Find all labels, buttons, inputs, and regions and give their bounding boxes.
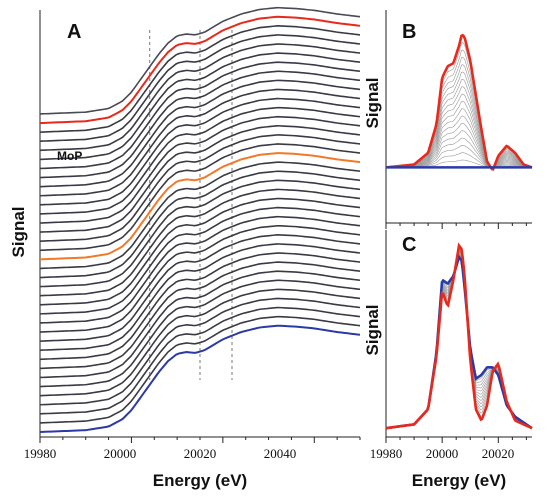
- panel-c-gray-trace-2: [385, 254, 533, 429]
- panel-a-tick-label-19980: 19980: [24, 446, 57, 461]
- panel-c-series-0: [385, 254, 533, 430]
- panel-c-gray-trace-5: [385, 252, 533, 429]
- panel-c-gray-trace-13: [385, 245, 533, 429]
- panel-c-gray-trace-6: [385, 251, 533, 429]
- panel-a-trace-0: [39, 15, 361, 125]
- panel-b-gray-trace-7: [385, 115, 533, 169]
- panel-a-trace-15: [39, 152, 361, 261]
- panel-a-trace-24: [39, 234, 361, 342]
- panel-a-trace-21: [39, 206, 361, 315]
- panel-c-gray-trace-1: [385, 255, 533, 429]
- panel-c-gray-trace-12: [385, 246, 533, 429]
- panel-a-trace-8: [39, 88, 361, 197]
- panel-a-trace-5: [39, 61, 361, 170]
- panel-a-trace-2: [39, 34, 361, 143]
- panel-c-gray-trace-9: [385, 248, 533, 429]
- panel-a-trace-32: [39, 306, 361, 415]
- panel-a-trace-6: [39, 70, 361, 179]
- mop-annotation: MoP: [57, 149, 82, 163]
- panel-c-letter: C: [402, 234, 416, 256]
- panel-a-trace-19: [39, 188, 361, 297]
- panel-a-trace-1: [39, 25, 361, 133]
- panel-b-series-0: [385, 33, 533, 171]
- panel-a-trace-22: [39, 215, 361, 324]
- panel-a-trace-16: [39, 161, 361, 270]
- panel-a-trace-11: [39, 115, 361, 224]
- panel-a-ticks: [39, 437, 361, 443]
- panel-b-gray-trace-9: [385, 100, 533, 169]
- panel-a-trace-12: [39, 125, 361, 233]
- panel-a: A MoP 19980 20000 20020 20040 Energy (eV…: [9, 6, 361, 490]
- panel-a-trace-23: [39, 224, 361, 333]
- panel-c-tick-label-20000: 20000: [426, 446, 459, 461]
- panel-a-trace-27: [39, 261, 361, 370]
- panel-a-trace-10: [39, 106, 361, 215]
- panel-b-gray-trace-8: [385, 108, 533, 169]
- panel-c-gray-trace-10: [385, 248, 533, 429]
- panel-a-trace-25: [39, 243, 361, 352]
- panel-c-tick-label-20020: 20020: [482, 446, 515, 461]
- panel-c-gray-trace-8: [385, 249, 533, 429]
- panel-a-trace-9: [39, 97, 361, 206]
- panel-c-xlabel: Energy (eV): [412, 471, 506, 490]
- panel-a-trace-3: [39, 43, 361, 152]
- panel-a-trace-14: [39, 143, 361, 252]
- panel-c-tick-label-19980: 19980: [370, 446, 403, 461]
- panel-c-ticks: [385, 437, 527, 443]
- panel-a-xlabel: Energy (eV): [153, 471, 247, 490]
- panel-a-trace-29: [39, 279, 361, 388]
- panel-a-trace-17: [39, 170, 361, 279]
- panel-a-trace-7: [39, 79, 361, 188]
- panel-b-ticks: [385, 223, 527, 229]
- panel-a-traces: [39, 6, 361, 433]
- panel-a-trace-20: [39, 197, 361, 306]
- panel-a-trace-4: [39, 52, 361, 161]
- panel-c-gray-trace-7: [385, 250, 533, 429]
- panel-b: B Signal: [363, 10, 533, 229]
- panel-c-traces: [385, 242, 533, 430]
- panel-a-tick-label-20020: 20020: [184, 446, 217, 461]
- panel-a-tick-label-20040: 20040: [264, 446, 297, 461]
- panel-b-gray-trace-16: [385, 49, 533, 170]
- panel-c-gray-trace-4: [385, 253, 533, 429]
- panel-a-letter: A: [67, 21, 81, 43]
- panel-a-trace-28: [39, 270, 361, 379]
- panel-a-trace-26: [39, 252, 361, 361]
- panel-b-ylabel: Signal: [363, 77, 382, 128]
- panel-a-trace-34: [39, 324, 361, 433]
- panel-a-trace-33: [39, 315, 361, 424]
- panel-c-ylabel: Signal: [363, 304, 382, 355]
- panel-a-trace-13: [39, 134, 361, 242]
- panel-a-tick-label-20000: 20000: [104, 446, 137, 461]
- panel-c: C Signal 19980 20000 20020 Energy (eV): [363, 230, 533, 490]
- panel-b-gray-trace-10: [385, 93, 533, 169]
- panel-a-trace-31: [39, 297, 361, 406]
- panel-c-series-1: [385, 242, 533, 430]
- panel-b-gray-trace-11: [385, 86, 533, 169]
- panel-a-trace-18: [39, 179, 361, 288]
- panel-a-ylabel: Signal: [9, 206, 28, 257]
- panel-a-trace-30: [39, 288, 361, 397]
- panel-a-trace-top: [39, 6, 361, 115]
- panel-b-gray-trace-6: [385, 123, 533, 169]
- panel-c-gray-trace-11: [385, 247, 533, 429]
- panel-b-traces: [385, 33, 533, 171]
- panel-c-gray-trace-3: [385, 253, 533, 429]
- panel-a-guides: [149, 30, 233, 380]
- panel-b-letter: B: [402, 21, 416, 43]
